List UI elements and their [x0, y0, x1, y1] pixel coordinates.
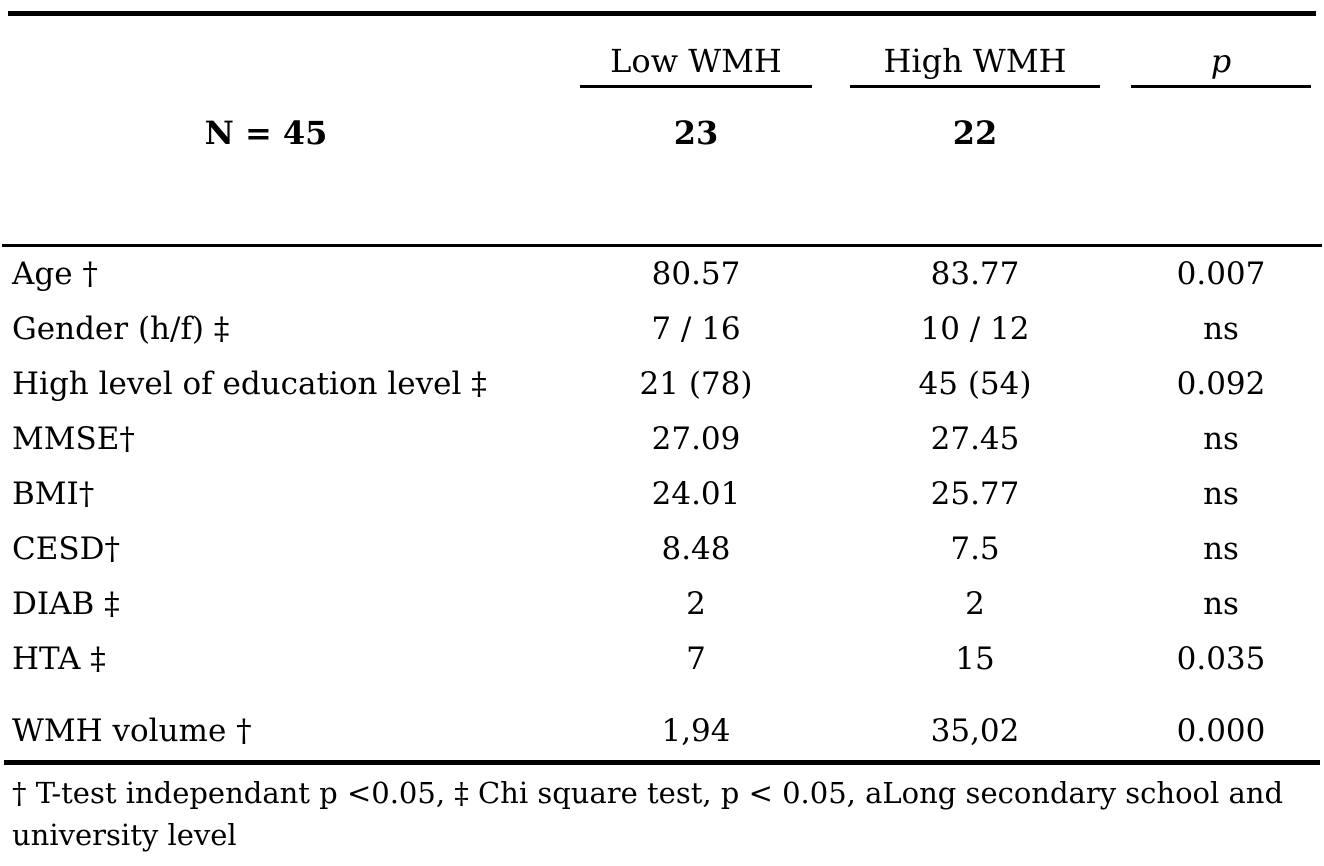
table-n-row: N = 45 23 22 [0, 108, 1324, 158]
row-label: BMI† [12, 476, 95, 512]
table-row-cesd: CESD† 8.48 7.5 ns [0, 522, 1324, 577]
row-high-value: 27.45 [930, 421, 1020, 457]
header-spacer [0, 158, 1324, 244]
row-low-value: 27.09 [651, 421, 741, 457]
row-high-value: 15 [955, 641, 995, 677]
header-p-cell: p [1118, 39, 1324, 88]
row-high-value: 83.77 [930, 256, 1020, 292]
row-low-value: 2 [686, 586, 706, 622]
header-empty-cell [0, 39, 560, 88]
row-p-value: ns [1203, 531, 1239, 567]
row-p-value: 0.035 [1176, 641, 1266, 677]
row-label: Gender (h/f) ‡ [12, 311, 230, 347]
table-row-age: Age † 80.57 83.77 0.007 [0, 247, 1324, 302]
row-high-value: 7.5 [950, 531, 1000, 567]
row-label: CESD† [12, 531, 120, 567]
row-low-value: 21 (78) [639, 366, 753, 402]
table-row-hta: HTA ‡ 7 15 0.035 [0, 632, 1324, 687]
table-header-row: Low WMH High WMH p [0, 16, 1324, 88]
footnote-line-1: † T-test independant p <0.05, ‡ Chi squa… [12, 776, 1284, 810]
row-high-value: 2 [965, 586, 985, 622]
n-p-empty-cell [1118, 108, 1324, 158]
row-label: MMSE† [12, 421, 135, 457]
row-p-value: ns [1203, 311, 1239, 347]
row-high-value: 25.77 [930, 476, 1020, 512]
row-high-value: 45 (54) [918, 366, 1032, 402]
header-high-wmh-label: High WMH [850, 39, 1100, 88]
row-low-value: 80.57 [651, 256, 741, 292]
row-label: Age † [12, 256, 98, 292]
pre-last-row-gap [0, 687, 1324, 703]
table-mid-rule [2, 244, 1322, 247]
table-row-bmi: BMI† 24.01 25.77 ns [0, 467, 1324, 522]
row-low-value: 8.48 [661, 531, 731, 567]
row-p-value: ns [1203, 476, 1239, 512]
row-low-value: 7 / 16 [651, 311, 741, 347]
row-p-value: ns [1203, 421, 1239, 457]
header-p-label: p [1131, 39, 1311, 88]
row-p-value: 0.092 [1176, 366, 1266, 402]
table-bottom-rule [4, 760, 1320, 765]
row-label: HTA ‡ [12, 641, 106, 677]
row-low-value: 7 [686, 641, 706, 677]
table-footnote: † T-test independant p <0.05, ‡ Chi squa… [0, 765, 1324, 856]
row-high-value: 10 / 12 [920, 311, 1030, 347]
row-p-value: 0.007 [1176, 256, 1266, 292]
row-label: DIAB ‡ [12, 586, 120, 622]
table-top-rule [8, 11, 1316, 16]
n-total-label: N = 45 [204, 114, 328, 152]
n-low-value: 23 [673, 114, 719, 152]
row-p-value: 0.000 [1176, 713, 1266, 749]
row-label: WMH volume † [12, 713, 252, 749]
table-row-diab: DIAB ‡ 2 2 ns [0, 577, 1324, 632]
header-low-wmh-cell: Low WMH [560, 39, 832, 88]
row-low-value: 1,94 [661, 713, 731, 749]
row-high-value: 35,02 [930, 713, 1020, 749]
table-row-education: High level of education level ‡ 21 (78) … [0, 357, 1324, 412]
table-row-gender: Gender (h/f) ‡ 7 / 16 10 / 12 ns [0, 302, 1324, 357]
header-low-wmh-label: Low WMH [580, 39, 812, 88]
footnote-line-2: university level [12, 818, 237, 852]
row-label: High level of education level ‡ [12, 366, 487, 402]
row-p-value: ns [1203, 586, 1239, 622]
table-row-wmh-volume: WMH volume † 1,94 35,02 0.000 [0, 703, 1324, 760]
row-low-value: 24.01 [651, 476, 741, 512]
n-high-value: 22 [952, 114, 998, 152]
table-row-mmse: MMSE† 27.09 27.45 ns [0, 412, 1324, 467]
header-high-wmh-cell: High WMH [832, 39, 1118, 88]
